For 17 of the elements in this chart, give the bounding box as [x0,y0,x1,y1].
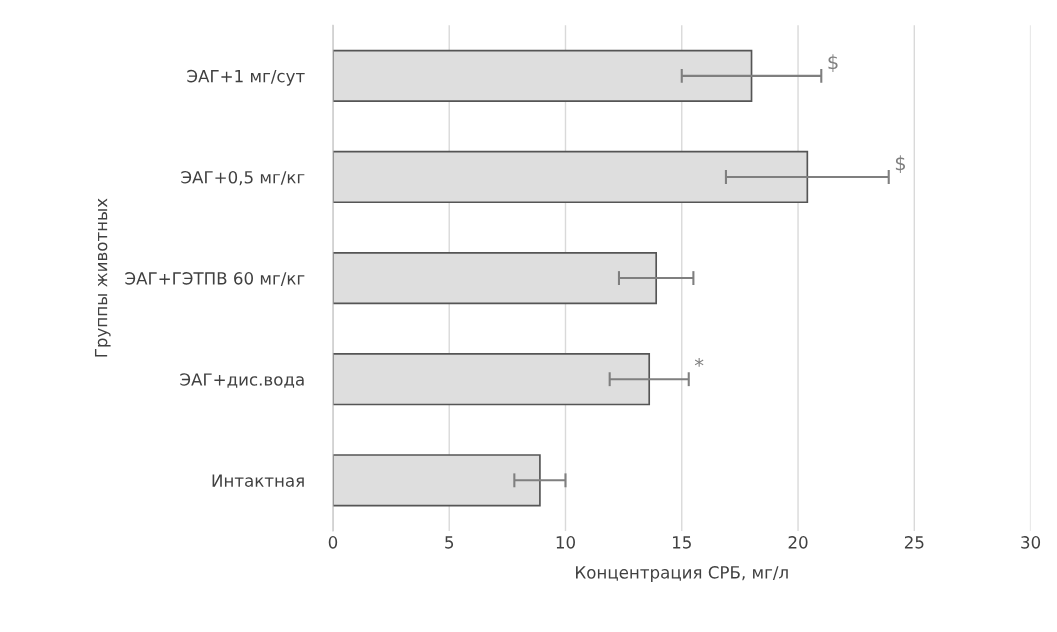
y-axis-title: Группы животных [94,198,111,357]
annotation: $ [895,155,906,173]
y-tick-label: Интактная [212,474,304,487]
x-tick-label: 25 [904,536,924,549]
annotation: $ [828,54,838,72]
y-tick-label: ЭАГ+ГЭТПВ 60 мг/кг [125,272,305,286]
x-axis-title: Концентрация СРБ, мг/л [576,566,788,582]
x-tick-label: 10 [556,536,575,549]
y-tick-label: ЭАГ+дис.вода [180,373,304,388]
x-tick-label: 30 [1021,536,1041,549]
annotation: * [694,357,704,367]
x-tick-label: 20 [788,536,808,549]
x-tick-label: 5 [445,536,454,549]
x-tick-label: 15 [672,536,691,549]
y-tick-label: ЭАГ+0,5 мг/кг [181,170,305,186]
y-tick-label: ЭАГ+1 мг/сут [187,69,305,86]
x-tick-label: 0 [328,536,338,549]
